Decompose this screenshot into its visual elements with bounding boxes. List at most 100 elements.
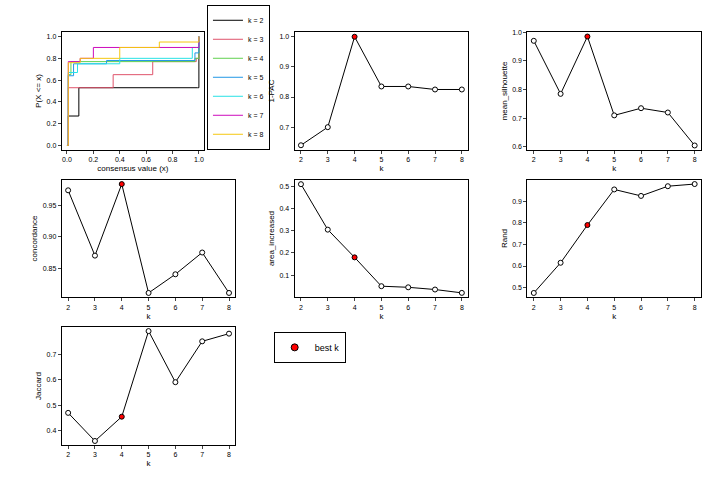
svg-text:3: 3 — [559, 304, 563, 311]
svg-text:k: k — [147, 312, 152, 321]
svg-text:Rand: Rand — [500, 229, 509, 248]
svg-text:6: 6 — [639, 156, 643, 163]
svg-text:7: 7 — [666, 304, 670, 311]
svg-text:0.8: 0.8 — [512, 219, 522, 226]
svg-text:0.90: 0.90 — [43, 233, 57, 240]
svg-text:1.0: 1.0 — [279, 33, 289, 40]
svg-text:0.85: 0.85 — [43, 265, 57, 272]
svg-text:0.8: 0.8 — [512, 86, 522, 93]
svg-text:k: k — [612, 164, 617, 173]
svg-text:k = 4: k = 4 — [248, 55, 263, 62]
svg-text:5: 5 — [147, 451, 151, 458]
svg-text:0.9: 0.9 — [512, 198, 522, 205]
svg-text:4: 4 — [585, 304, 589, 311]
svg-text:area_increased: area_increased — [267, 211, 276, 266]
svg-text:8: 8 — [227, 304, 231, 311]
svg-text:3: 3 — [93, 304, 97, 311]
svg-text:0.6: 0.6 — [512, 262, 522, 269]
svg-text:2: 2 — [299, 304, 303, 311]
svg-text:best k: best k — [315, 343, 340, 353]
svg-text:6: 6 — [173, 451, 177, 458]
svg-text:0.9: 0.9 — [512, 57, 522, 64]
svg-text:k: k — [147, 459, 152, 468]
svg-text:0.4: 0.4 — [47, 427, 57, 434]
svg-text:0.4: 0.4 — [47, 98, 57, 105]
svg-text:0.1: 0.1 — [279, 272, 289, 279]
svg-text:8: 8 — [460, 156, 464, 163]
svg-text:4: 4 — [120, 451, 124, 458]
svg-text:5: 5 — [379, 156, 383, 163]
svg-text:5: 5 — [379, 304, 383, 311]
svg-text:consensus value (x): consensus value (x) — [97, 164, 168, 173]
svg-text:0.6: 0.6 — [47, 376, 57, 383]
svg-text:0.8: 0.8 — [279, 93, 289, 100]
svg-text:0.5: 0.5 — [512, 284, 522, 291]
svg-text:k: k — [379, 312, 384, 321]
svg-text:0.2: 0.2 — [47, 120, 57, 127]
svg-text:0.2: 0.2 — [88, 156, 98, 163]
svg-text:k = 5: k = 5 — [248, 74, 263, 81]
svg-text:3: 3 — [326, 304, 330, 311]
svg-text:0.7: 0.7 — [512, 241, 522, 248]
svg-text:0.6: 0.6 — [512, 143, 522, 150]
svg-text:1.0: 1.0 — [194, 156, 204, 163]
svg-text:2: 2 — [299, 156, 303, 163]
svg-text:5: 5 — [612, 304, 616, 311]
svg-text:1.0: 1.0 — [512, 29, 522, 36]
svg-text:0.6: 0.6 — [47, 77, 57, 84]
svg-text:k = 2: k = 2 — [248, 17, 263, 24]
svg-text:0.4: 0.4 — [115, 156, 125, 163]
svg-text:k = 3: k = 3 — [248, 36, 263, 43]
svg-text:1.0: 1.0 — [47, 33, 57, 40]
svg-text:1-PAC: 1-PAC — [267, 79, 276, 102]
svg-text:7: 7 — [433, 304, 437, 311]
svg-text:0.4: 0.4 — [279, 205, 289, 212]
svg-text:6: 6 — [639, 304, 643, 311]
svg-text:4: 4 — [585, 156, 589, 163]
svg-text:0.0: 0.0 — [62, 156, 72, 163]
svg-text:0.6: 0.6 — [141, 156, 151, 163]
svg-text:8: 8 — [227, 451, 231, 458]
svg-text:6: 6 — [406, 304, 410, 311]
svg-text:Jaccard: Jaccard — [34, 372, 43, 400]
svg-text:k = 6: k = 6 — [248, 93, 263, 100]
svg-text:8: 8 — [460, 304, 464, 311]
svg-text:0.0: 0.0 — [47, 142, 57, 149]
svg-text:2: 2 — [66, 304, 70, 311]
svg-text:7: 7 — [666, 156, 670, 163]
svg-text:5: 5 — [612, 156, 616, 163]
svg-text:0.95: 0.95 — [43, 202, 57, 209]
svg-text:0.7: 0.7 — [47, 351, 57, 358]
svg-text:0.5: 0.5 — [279, 183, 289, 190]
svg-text:0.8: 0.8 — [168, 156, 178, 163]
svg-text:4: 4 — [120, 304, 124, 311]
svg-text:2: 2 — [532, 304, 536, 311]
svg-text:8: 8 — [693, 304, 697, 311]
svg-text:7: 7 — [200, 304, 204, 311]
svg-text:0.5: 0.5 — [47, 402, 57, 409]
svg-text:4: 4 — [353, 304, 357, 311]
svg-text:2: 2 — [532, 156, 536, 163]
svg-text:7: 7 — [433, 156, 437, 163]
svg-text:4: 4 — [353, 156, 357, 163]
svg-text:0.7: 0.7 — [512, 115, 522, 122]
svg-text:mean_silhouette: mean_silhouette — [500, 61, 509, 120]
svg-text:2: 2 — [66, 451, 70, 458]
svg-text:0.8: 0.8 — [47, 55, 57, 62]
svg-text:0.9: 0.9 — [279, 63, 289, 70]
svg-text:5: 5 — [147, 304, 151, 311]
svg-text:k: k — [612, 312, 617, 321]
svg-text:7: 7 — [200, 451, 204, 458]
svg-text:3: 3 — [326, 156, 330, 163]
svg-text:k = 7: k = 7 — [248, 112, 263, 119]
svg-text:0.2: 0.2 — [279, 249, 289, 256]
svg-text:3: 3 — [559, 156, 563, 163]
svg-text:P(X <= x): P(X <= x) — [34, 74, 43, 108]
svg-text:3: 3 — [93, 451, 97, 458]
svg-text:0.3: 0.3 — [279, 227, 289, 234]
svg-text:concordance: concordance — [30, 215, 39, 261]
svg-text:k = 8: k = 8 — [248, 131, 263, 138]
svg-text:k: k — [379, 164, 384, 173]
svg-text:6: 6 — [173, 304, 177, 311]
svg-text:8: 8 — [693, 156, 697, 163]
